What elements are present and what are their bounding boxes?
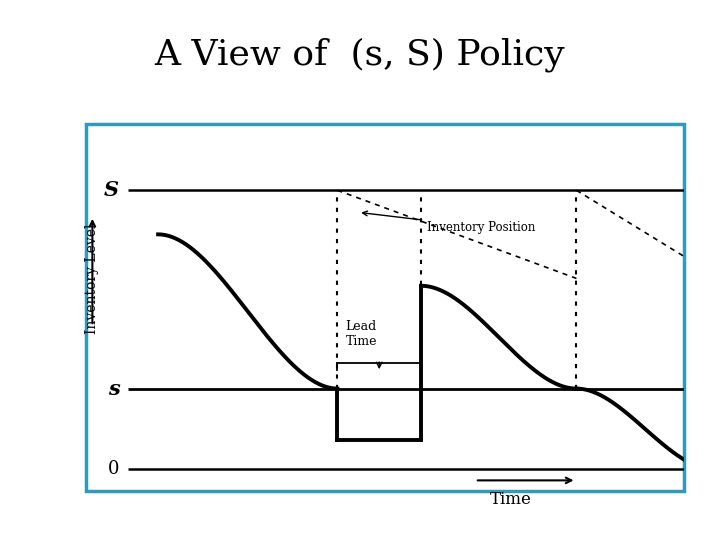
Text: 0: 0 xyxy=(108,461,120,478)
Text: Inventory Position: Inventory Position xyxy=(363,211,536,233)
Text: Time: Time xyxy=(490,491,531,508)
Text: Inventory Level: Inventory Level xyxy=(86,223,99,334)
Text: S: S xyxy=(104,180,120,200)
Text: Lead
Time: Lead Time xyxy=(346,320,377,348)
Text: A View of  (s, S) Policy: A View of (s, S) Policy xyxy=(155,38,565,72)
Text: s: s xyxy=(107,379,120,399)
